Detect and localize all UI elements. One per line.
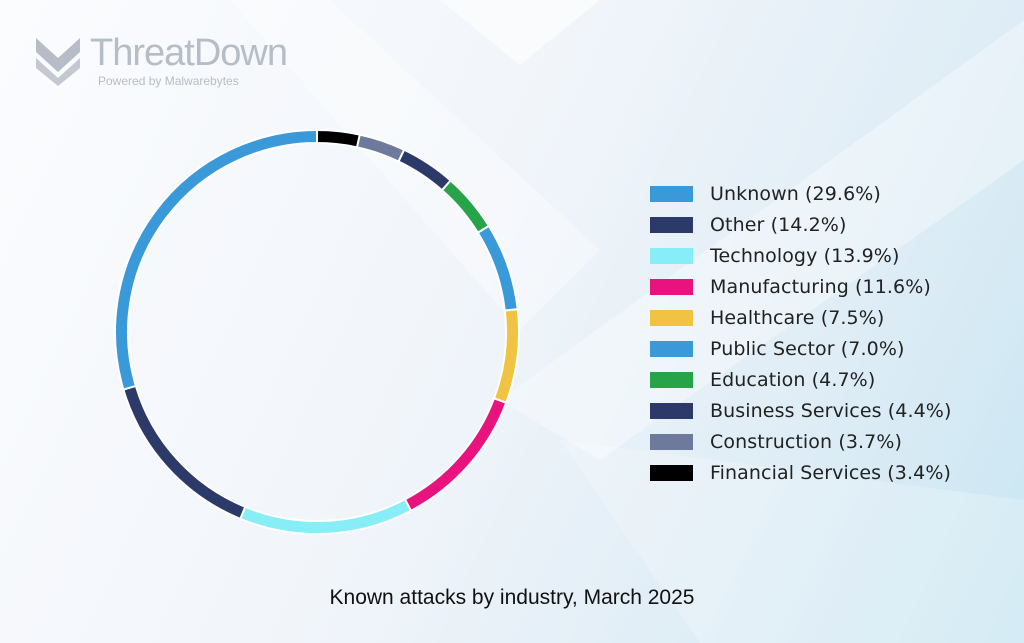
- legend-item: Public Sector (7.0%): [650, 333, 1010, 364]
- donut-slice-construction: [355, 133, 406, 163]
- legend-swatch: [650, 278, 693, 295]
- donut-slice-healthcare: [492, 308, 520, 405]
- donut-slice-technology: [238, 497, 413, 535]
- donut-slice-public-sector: [476, 224, 519, 312]
- donut-slice-unknown: [114, 128, 318, 391]
- legend-swatch: [650, 309, 693, 326]
- legend-label: Manufacturing (11.6%): [710, 275, 931, 298]
- donut-slice-financial-services: [316, 128, 362, 149]
- legend-item: Healthcare (7.5%): [650, 302, 1010, 333]
- legend-item: Education (4.7%): [650, 364, 1010, 395]
- legend-swatch: [650, 216, 693, 233]
- logo-wordmark: ThreatDown: [90, 32, 288, 74]
- donut-slice-education: [440, 179, 491, 235]
- legend-swatch: [650, 402, 693, 419]
- chart-title: Known attacks by industry, March 2025: [329, 586, 695, 609]
- legend-label: Public Sector (7.0%): [710, 337, 905, 360]
- legend-label: Unknown (29.6%): [710, 182, 881, 205]
- legend-item: Manufacturing (11.6%): [650, 271, 1010, 302]
- threatdown-chevron-icon: [36, 38, 80, 86]
- legend-item: Construction (3.7%): [650, 426, 1010, 457]
- legend-label: Technology (13.9%): [710, 244, 900, 267]
- legend-item: Unknown (29.6%): [650, 178, 1010, 209]
- legend-label: Construction (3.7%): [710, 430, 903, 453]
- legend-item: Business Services (4.4%): [650, 395, 1010, 426]
- threatdown-logo: ThreatDown Powered by Malwarebytes: [36, 32, 336, 94]
- legend-label: Healthcare (7.5%): [710, 306, 885, 329]
- donut-slice-business-services: [397, 148, 452, 192]
- legend-swatch: [650, 371, 693, 388]
- legend-label: Business Services (4.4%): [710, 399, 952, 422]
- legend-swatch: [650, 340, 693, 357]
- chart-legend: Unknown (29.6%) Other (14.2%) Technology (…: [650, 178, 1010, 488]
- legend-swatch: [650, 464, 693, 481]
- legend-swatch: [650, 433, 693, 450]
- legend-item: Other (14.2%): [650, 209, 1010, 240]
- donut-slice-manufacturing: [403, 396, 508, 513]
- legend-swatch: [650, 247, 693, 264]
- legend-swatch: [650, 185, 693, 202]
- legend-item: Financial Services (3.4%): [650, 457, 1010, 488]
- logo-tagline: Powered by Malwarebytes: [98, 74, 239, 88]
- legend-label: Other (14.2%): [710, 213, 847, 236]
- legend-item: Technology (13.9%): [650, 240, 1010, 271]
- legend-label: Financial Services (3.4%): [710, 461, 951, 484]
- legend-label: Education (4.7%): [710, 368, 876, 391]
- donut-chart: [114, 128, 520, 535]
- donut-slice-other: [122, 384, 247, 521]
